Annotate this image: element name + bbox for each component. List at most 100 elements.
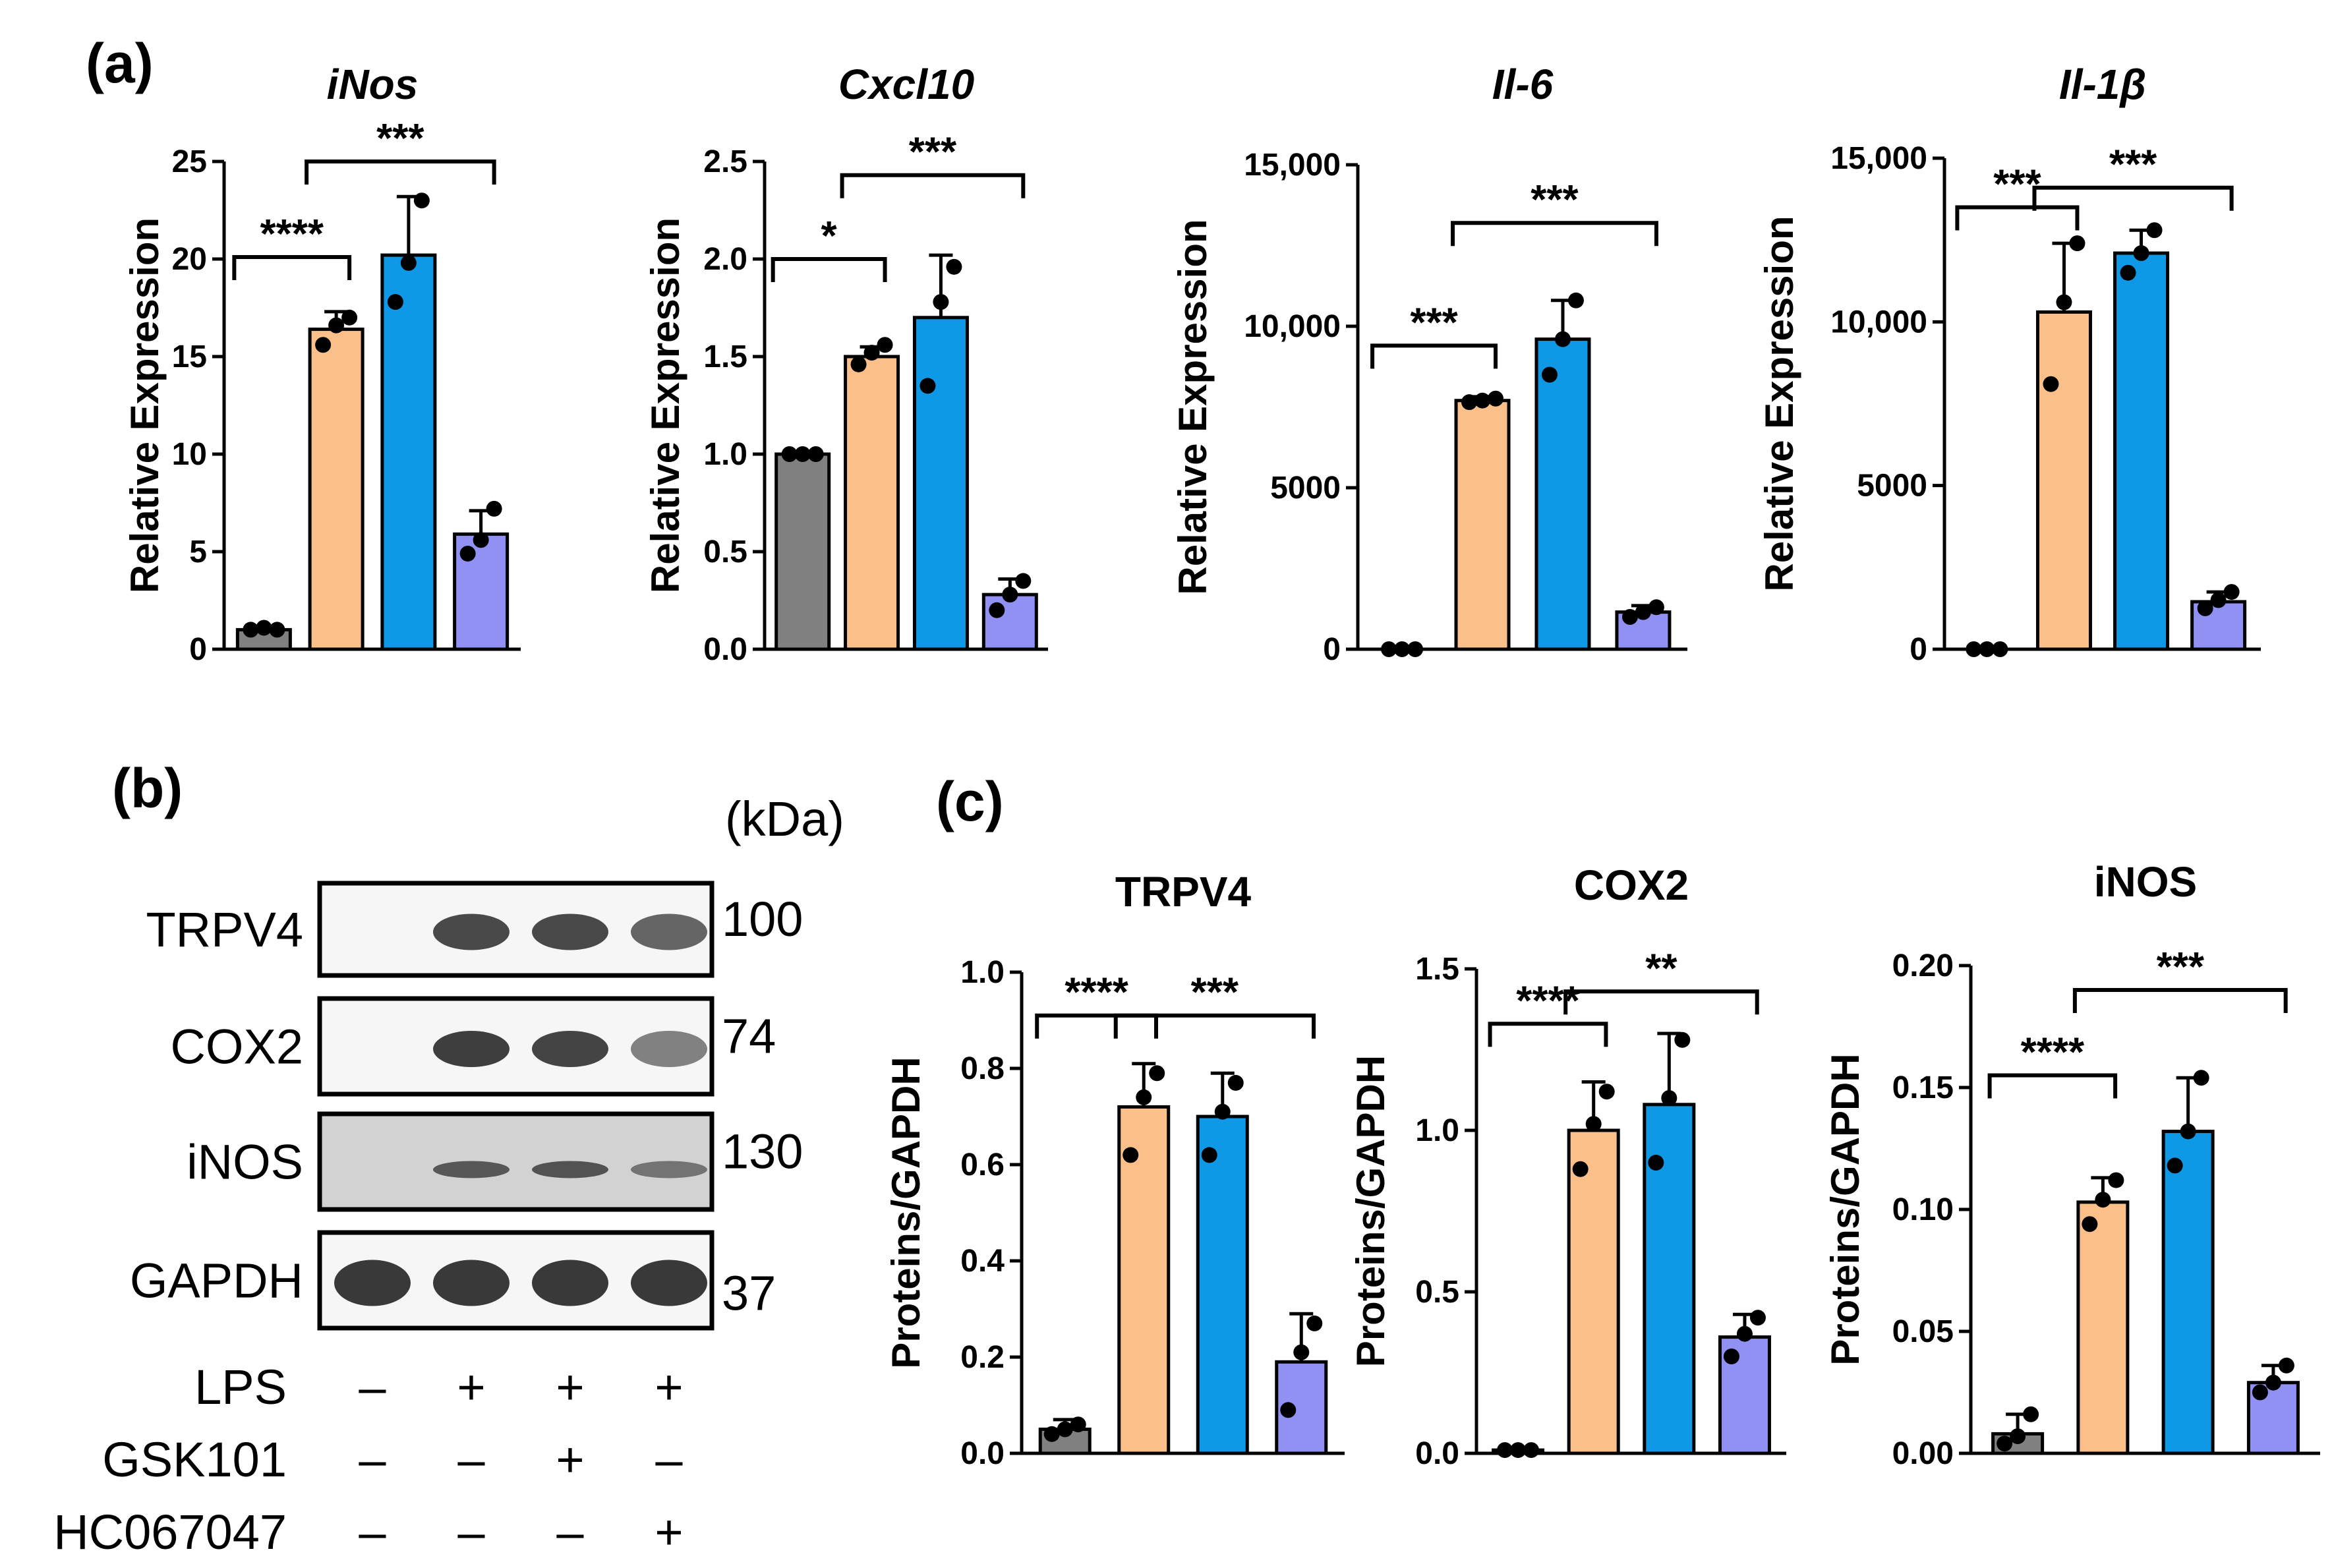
bar-lps xyxy=(1117,1105,1171,1455)
data-point xyxy=(877,337,893,353)
data-point xyxy=(2108,1172,2124,1188)
treatment-sign: – xyxy=(359,1505,386,1559)
treatment-label: HC067047 xyxy=(53,1505,287,1559)
data-point xyxy=(1123,1147,1139,1163)
data-point xyxy=(243,622,259,638)
bar-lps-gsk101 xyxy=(912,316,969,651)
data-point xyxy=(2120,264,2136,281)
blot-kda-label: 130 xyxy=(722,1124,803,1179)
data-point xyxy=(2193,1070,2209,1086)
blot-band xyxy=(532,914,608,950)
data-point xyxy=(1002,587,1018,603)
data-point xyxy=(1381,641,1397,657)
significance-bracket xyxy=(1035,1013,1158,1039)
data-point xyxy=(1043,1426,1060,1442)
blot-box-inos xyxy=(317,1111,715,1212)
y-tick-label: 0.15 xyxy=(1892,1070,1954,1105)
data-point xyxy=(1474,392,1491,409)
blot-band xyxy=(334,1260,411,1306)
blot-band xyxy=(433,1260,510,1306)
treatment-label: GSK101 xyxy=(102,1432,287,1487)
y-tick-label: 0.0 xyxy=(1415,1436,1459,1471)
data-point xyxy=(863,345,880,361)
data-point xyxy=(1149,1065,1165,1082)
data-point xyxy=(1997,1436,2013,1452)
blot-protein-label: TRPV4 xyxy=(146,902,303,957)
data-point xyxy=(473,532,489,548)
significance-bracket xyxy=(840,173,1026,198)
data-point xyxy=(1523,1442,1540,1459)
data-point xyxy=(1497,1442,1513,1459)
y-tick-label: 0.20 xyxy=(1892,948,1954,983)
y-tick-label: 15 xyxy=(172,339,207,374)
significance-label: *** xyxy=(2109,142,2157,188)
western-blot: (kDa) TRPV4 100 COX2 74 iNOS 130 GAPDH 37 LPS – + +… xyxy=(53,792,844,1559)
data-point xyxy=(1723,1349,1739,1364)
panel-label-c: (c) xyxy=(936,770,1004,832)
y-tick-label: 0.0 xyxy=(703,632,747,667)
blot-kda-label: 74 xyxy=(722,1009,776,1064)
data-point xyxy=(1979,641,1995,657)
y-tick-label: 0 xyxy=(1910,632,1927,667)
y-tick-label: 15,000 xyxy=(1244,148,1341,183)
y-axis-title: Relative Expression xyxy=(123,218,167,593)
significance-label: *** xyxy=(1191,970,1239,1016)
data-point xyxy=(328,317,345,334)
data-point xyxy=(2133,245,2149,262)
data-point xyxy=(387,294,403,310)
blot-kda-label: 37 xyxy=(722,1266,776,1321)
bar-lps-gsk101 xyxy=(2113,251,2170,651)
blot-protein-label: COX2 xyxy=(170,1020,303,1074)
data-point xyxy=(2010,1428,2026,1445)
chart-il1b-mrna: Il-1β Relative Expression 0 5000 10,000 15,00… xyxy=(1757,61,2261,667)
significance-label: *** xyxy=(2157,944,2205,990)
data-point xyxy=(269,622,285,638)
significance-bracket xyxy=(305,160,496,185)
chart-title: TRPV4 xyxy=(1115,868,1252,915)
data-point xyxy=(2265,1374,2281,1391)
y-tick-label: 5000 xyxy=(1270,471,1341,506)
data-point xyxy=(1070,1416,1086,1433)
data-point xyxy=(1461,394,1478,411)
kda-unit-label: (kDa) xyxy=(725,792,844,846)
data-point xyxy=(946,258,962,275)
bar-lps xyxy=(844,355,900,651)
data-point xyxy=(459,545,476,562)
data-point xyxy=(1749,1310,1766,1326)
y-tick-label: 1.0 xyxy=(703,437,747,472)
y-tick-label: 2.0 xyxy=(703,242,747,277)
data-point xyxy=(919,378,936,394)
treatment-label: LPS xyxy=(194,1360,287,1414)
data-point xyxy=(256,620,272,636)
significance-bracket xyxy=(2032,185,2234,211)
y-tick-label: 25 xyxy=(172,144,207,179)
data-point xyxy=(2056,294,2072,310)
significance-bracket xyxy=(1451,221,1658,247)
chart-title: iNos xyxy=(327,61,419,108)
data-point xyxy=(2146,222,2163,239)
significance-bracket xyxy=(1488,1022,1608,1047)
data-point xyxy=(1015,573,1032,589)
significance-bracket xyxy=(771,257,887,282)
chart-il6-mrna: Il-6 Relative Expression 0 5000 10,000 15,000… xyxy=(1171,61,1687,667)
significance-bracket xyxy=(232,255,352,281)
data-point xyxy=(1621,609,1638,625)
treatment-sign: – xyxy=(457,1432,485,1487)
significance-label: ** xyxy=(1645,946,1678,991)
data-point xyxy=(2167,1157,2183,1174)
data-point xyxy=(2210,592,2227,608)
significance-bracket xyxy=(1955,205,2080,231)
blot-band xyxy=(631,1031,707,1067)
data-point xyxy=(1407,641,1424,657)
y-tick-label: 5 xyxy=(189,535,207,569)
bar-lps-gsk101 xyxy=(380,253,437,651)
panel-label-a: (a) xyxy=(86,32,154,94)
data-point xyxy=(1648,599,1664,616)
data-point xyxy=(2023,1406,2039,1422)
chart-title: Il-6 xyxy=(1492,61,1554,108)
y-tick-label: 0.4 xyxy=(960,1244,1005,1279)
treatment-sign: + xyxy=(655,1360,683,1414)
data-point xyxy=(1057,1421,1073,1437)
